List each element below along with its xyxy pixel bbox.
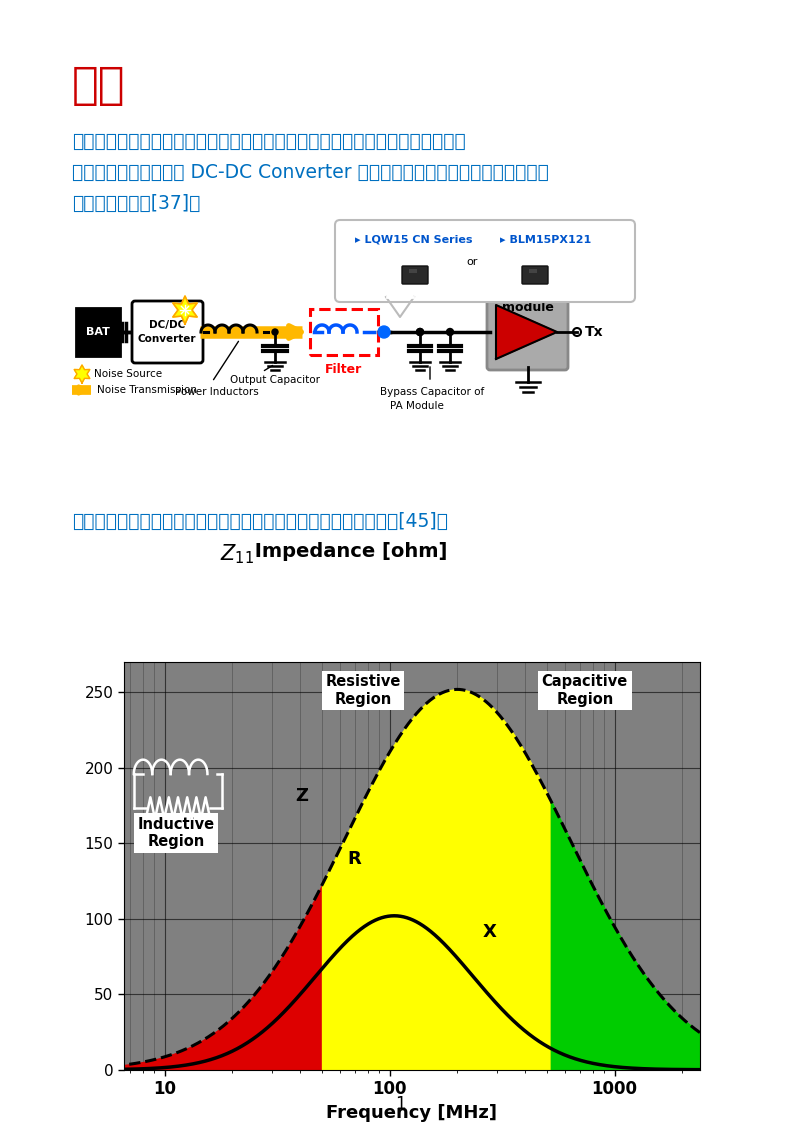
Text: Tx: Tx: [585, 325, 604, 338]
Text: 换成磁珠来抑制[37]。: 换成磁珠来抑制[37]。: [72, 194, 200, 213]
Circle shape: [417, 328, 423, 335]
Text: 1: 1: [394, 1095, 406, 1113]
Text: DC/DC: DC/DC: [149, 320, 185, 331]
Text: Resistive
Region: Resistive Region: [326, 675, 401, 706]
Text: $Z_{11}$: $Z_{11}$: [220, 542, 254, 566]
Text: module: module: [502, 301, 554, 314]
Text: 再来谈谈磁珠，因为电感与磁珠，都具有抑制噪声的功能，因此一般而言，这两: 再来谈谈磁珠，因为电感与磁珠，都具有抑制噪声的功能，因此一般而言，这两: [72, 132, 466, 151]
Text: Capacitive
Region: Capacitive Region: [542, 675, 628, 706]
FancyBboxPatch shape: [522, 266, 548, 284]
Bar: [529, 269, 537, 273]
Text: Impedance [ohm]: Impedance [ohm]: [248, 542, 447, 561]
Text: PA: PA: [518, 278, 536, 292]
Text: 者可相互替换，如前述 DC-DC Converter 的切换噪声，除了以电感抑制，亦可更: 者可相互替换，如前述 DC-DC Converter 的切换噪声，除了以电感抑制…: [72, 163, 549, 182]
Text: Converter: Converter: [138, 334, 196, 344]
Text: Bypass Capacitor of: Bypass Capacitor of: [380, 387, 484, 397]
Text: PA Module: PA Module: [390, 401, 444, 411]
Polygon shape: [496, 305, 557, 359]
Text: Noise Source: Noise Source: [94, 369, 162, 379]
Text: ▸ BLM15PX121: ▸ BLM15PX121: [500, 235, 591, 245]
FancyBboxPatch shape: [76, 308, 120, 355]
Bar: [310, 309, 378, 355]
FancyBboxPatch shape: [132, 301, 203, 363]
Text: R: R: [347, 850, 361, 868]
Text: X: X: [483, 923, 497, 941]
X-axis label: Frequency [MHz]: Frequency [MHz]: [326, 1104, 498, 1122]
FancyBboxPatch shape: [402, 266, 428, 284]
FancyBboxPatch shape: [335, 220, 635, 302]
Text: Z: Z: [295, 787, 308, 805]
FancyBboxPatch shape: [487, 294, 568, 370]
Text: Output Capacitor: Output Capacitor: [230, 375, 320, 385]
Text: ▸ LQW15 CN Series: ▸ LQW15 CN Series: [355, 235, 473, 245]
Circle shape: [446, 328, 454, 335]
Circle shape: [417, 328, 423, 335]
Circle shape: [378, 326, 390, 338]
Polygon shape: [173, 295, 197, 324]
Text: Inductive
Region: Inductive Region: [138, 817, 214, 849]
Text: Noise Transmission: Noise Transmission: [97, 385, 197, 395]
Polygon shape: [386, 297, 414, 317]
Text: or: or: [466, 257, 478, 267]
Circle shape: [272, 329, 278, 335]
Text: 然而在特性上，磁珠与电感仍有些许不同，下图是磁珠的频率响应[45]：: 然而在特性上，磁珠与电感仍有些许不同，下图是磁珠的频率响应[45]：: [72, 512, 448, 531]
Text: Power Inductors: Power Inductors: [175, 387, 258, 397]
Polygon shape: [74, 365, 90, 383]
Text: Filter: Filter: [326, 363, 362, 376]
Bar: [409, 269, 417, 273]
Text: 磁珠: 磁珠: [72, 65, 126, 108]
Text: BAT: BAT: [86, 327, 110, 337]
